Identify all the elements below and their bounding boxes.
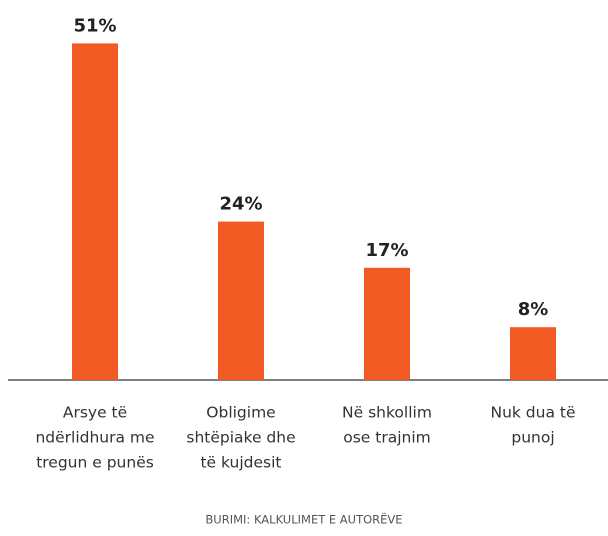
x-tick-label: ndërlidhura me xyxy=(35,429,154,447)
x-tick-label: Nuk dua të xyxy=(490,404,575,422)
x-tick-label: tregun e punës xyxy=(36,454,154,472)
x-tick-label: të kujdesit xyxy=(200,454,281,472)
value-label: 24% xyxy=(219,194,262,215)
x-tick-label: Obligime xyxy=(206,404,275,422)
x-tick-label: shtëpiake dhe xyxy=(186,429,295,447)
bar xyxy=(218,221,264,380)
x-tick-label: punoj xyxy=(511,429,554,447)
value-label: 17% xyxy=(365,240,408,261)
source: BURIMI: KALKULIMET E AUTORËVE xyxy=(205,512,402,527)
x-tick-label: Në shkollim xyxy=(342,404,432,422)
value-label: 51% xyxy=(73,15,116,36)
bar xyxy=(364,267,410,380)
x-tick-label: ose trajnim xyxy=(343,429,431,447)
bar xyxy=(510,327,556,380)
value-label: 8% xyxy=(518,299,549,320)
x-tick-label: Arsye të xyxy=(63,404,127,422)
bar xyxy=(72,43,118,381)
